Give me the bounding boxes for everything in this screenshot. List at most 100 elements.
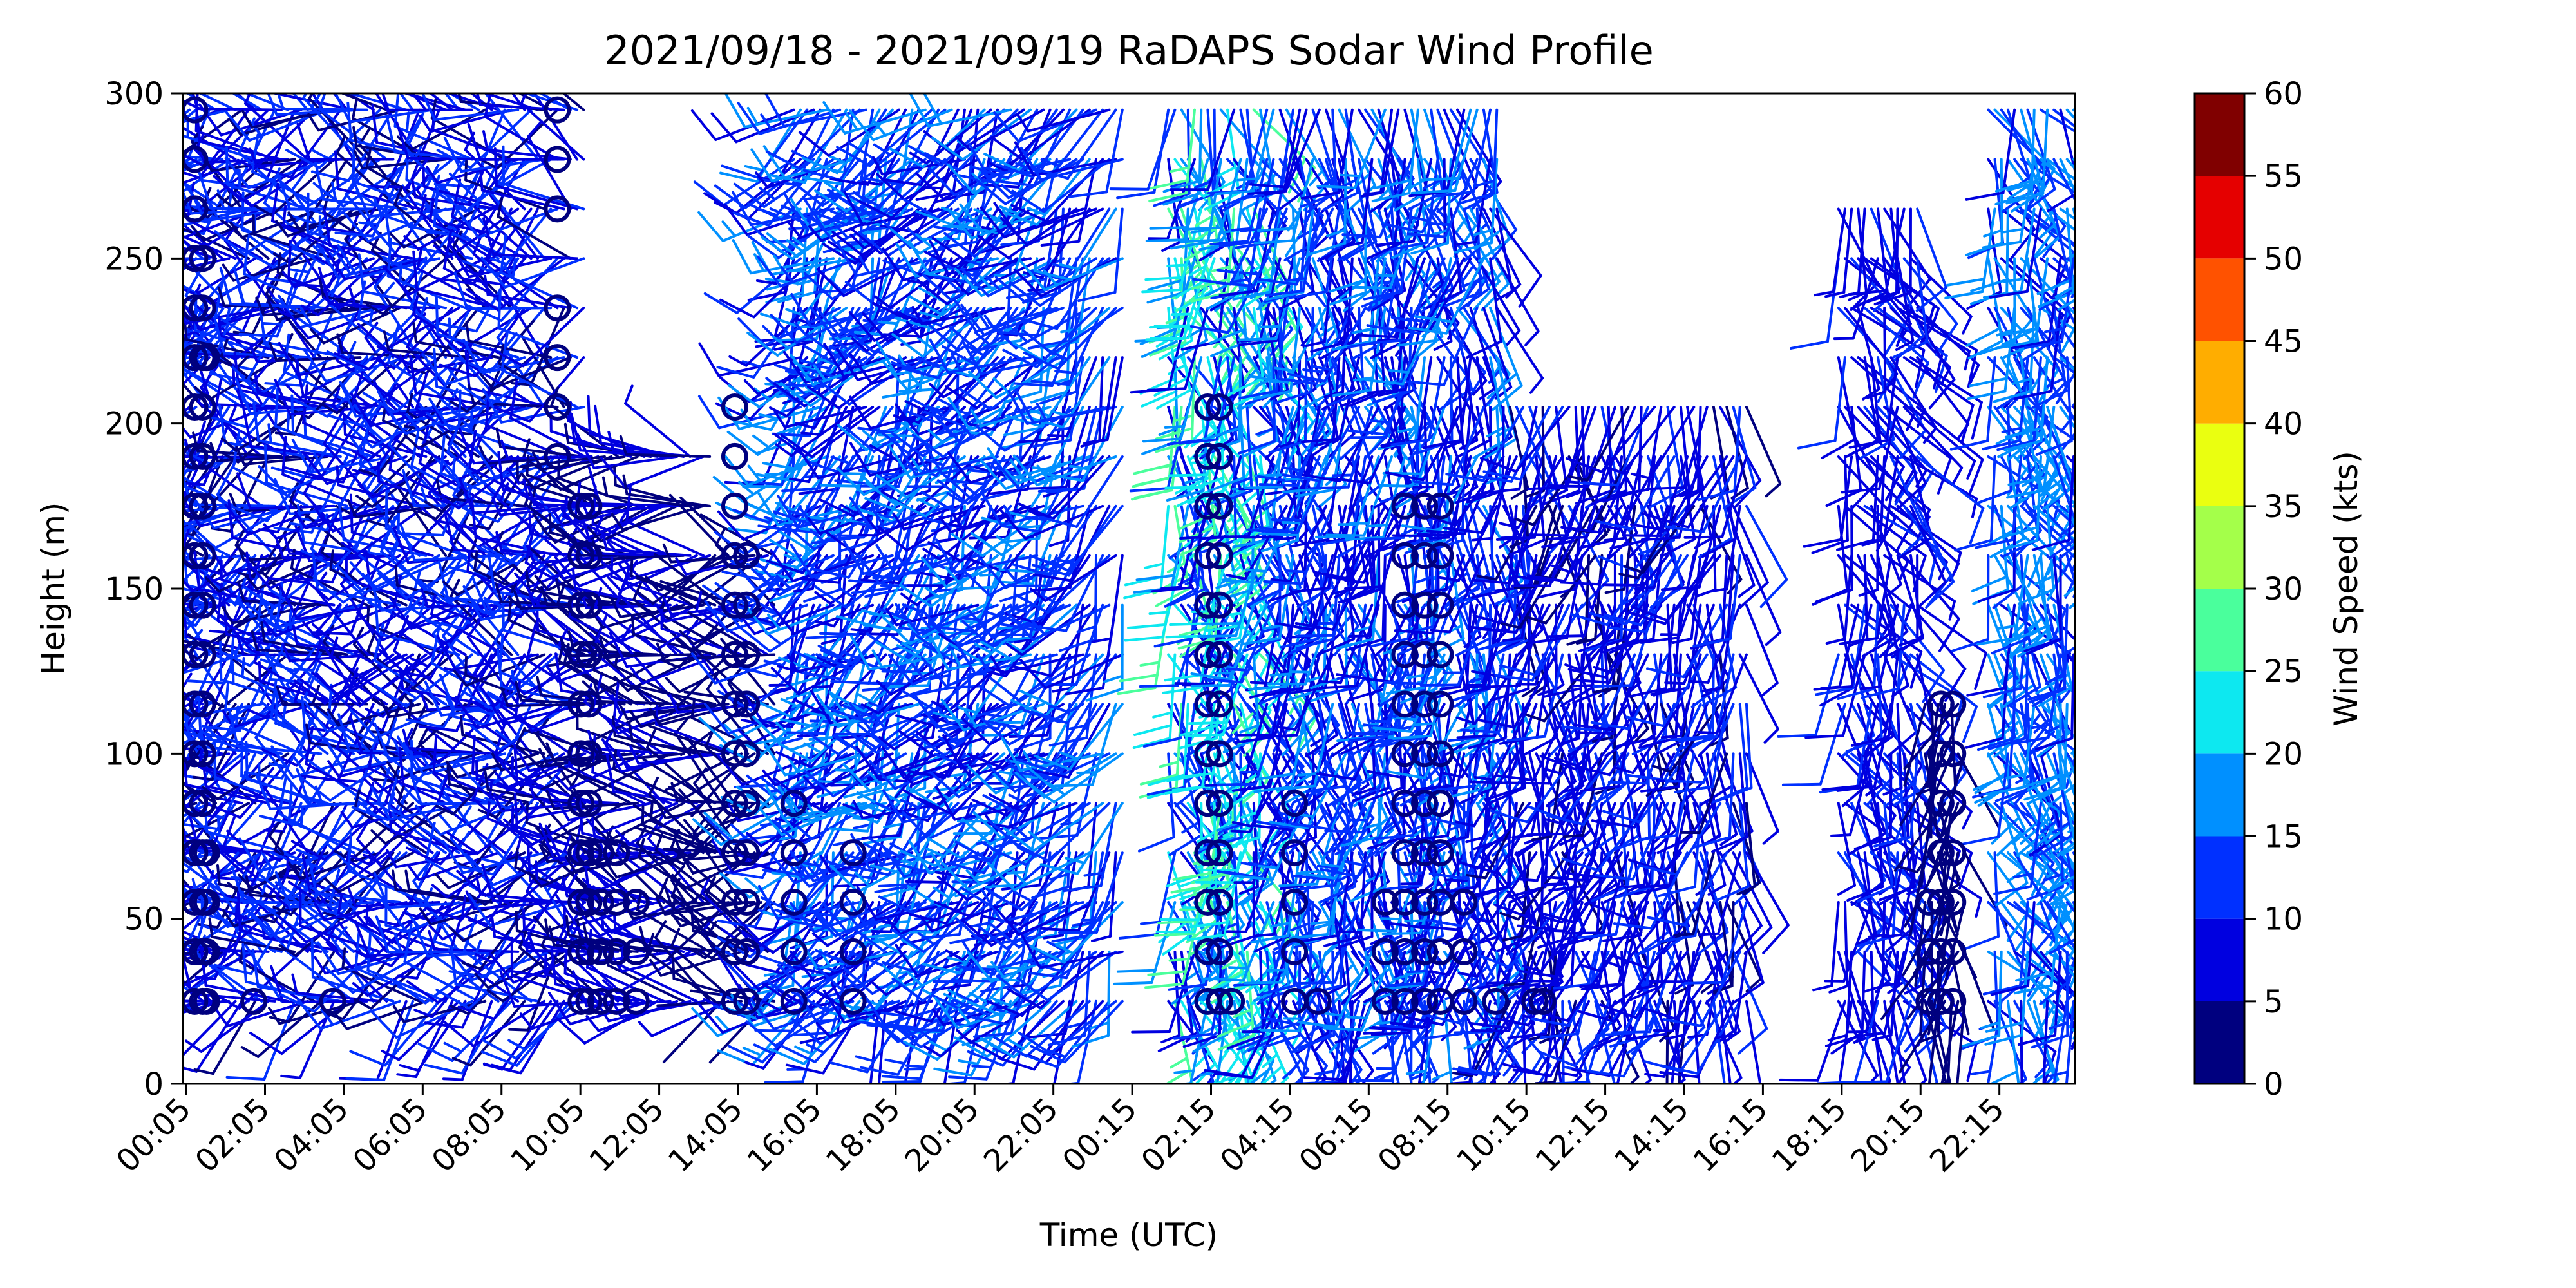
barb-shaft — [303, 492, 362, 557]
barb-flag — [224, 503, 251, 536]
barb-half-flag — [232, 629, 248, 645]
wind-barb — [183, 703, 257, 745]
barb-shaft — [256, 648, 342, 656]
wind-barb — [192, 421, 263, 507]
barb-half-flag — [535, 860, 538, 882]
barb-shaft — [183, 802, 251, 840]
barb-shaft — [183, 653, 204, 674]
barb-half-flag — [216, 864, 221, 886]
wind-barb — [274, 685, 355, 755]
barb-flag — [183, 171, 201, 180]
barb-half-flag — [216, 815, 221, 837]
barb-half-flag — [394, 565, 399, 587]
wind-barb — [251, 901, 355, 942]
wind-barb — [183, 158, 218, 170]
barb-shaft — [216, 455, 303, 462]
barb-half-flag — [234, 705, 240, 727]
barb-half-flag — [536, 610, 539, 632]
barb-half-flag — [222, 263, 235, 282]
barb-half-flag — [202, 766, 207, 788]
barb-flag — [239, 247, 275, 269]
barb-flag — [238, 837, 260, 873]
barb-shaft — [265, 504, 316, 576]
barb-shaft — [223, 239, 276, 310]
barb-half-flag — [249, 343, 258, 363]
wind-barb — [184, 999, 270, 1053]
barb-half-flag — [247, 708, 267, 719]
barb-shaft — [185, 635, 270, 656]
barb-flag — [243, 770, 283, 780]
barb-flag — [251, 913, 281, 942]
wind-barb — [261, 802, 342, 862]
barb-flag — [183, 956, 193, 996]
barb-half-flag — [237, 582, 245, 603]
barb-half-flag — [218, 316, 222, 337]
barb-shaft — [183, 99, 204, 111]
barb-shaft — [244, 102, 309, 161]
wind-barb — [247, 653, 323, 719]
barb-flag — [457, 389, 462, 430]
barb-flag — [231, 866, 245, 904]
barb-flag — [183, 426, 192, 439]
barb-flag — [258, 594, 281, 629]
barb-half-flag — [205, 726, 222, 741]
barb-shaft — [192, 456, 263, 507]
barb-flag — [501, 591, 505, 632]
barb-flag — [245, 568, 261, 606]
wind-barb — [183, 999, 224, 1014]
barb-shaft — [314, 587, 368, 656]
barb-shaft — [605, 653, 692, 658]
barb-flag — [314, 603, 341, 635]
barb-half-flag — [479, 170, 484, 192]
barb-shaft — [183, 999, 224, 1014]
barb-half-flag — [299, 806, 304, 828]
barb-flag — [235, 565, 252, 603]
barb-half-flag — [515, 911, 518, 933]
barb-flag — [224, 110, 251, 142]
wind-barb — [254, 373, 342, 409]
barb-shaft — [209, 403, 296, 409]
plot-area — [183, 93, 2075, 1084]
barb-flag — [200, 947, 207, 987]
wind-barb — [192, 257, 296, 297]
barb-flag — [214, 230, 246, 256]
barb-half-flag — [262, 620, 278, 638]
barb-half-flag — [528, 513, 532, 535]
barb-half-flag — [245, 875, 252, 896]
chart-title: 2021/09/18 - 2021/09/19 RaDAPS Sodar Win… — [604, 27, 1654, 74]
barb-half-flag — [388, 811, 393, 833]
barb-flag — [185, 679, 226, 685]
barb-shaft — [242, 600, 329, 607]
barb-half-flag — [236, 636, 245, 657]
barb-half-flag — [280, 1074, 302, 1079]
barb-flag — [231, 365, 260, 395]
barb-shaft — [183, 746, 224, 755]
barb-shaft — [202, 406, 237, 486]
barb-shaft — [211, 703, 251, 781]
barb-flag — [270, 679, 278, 720]
barb-shaft — [183, 227, 251, 260]
barb-flag — [435, 295, 439, 336]
barb-shaft — [207, 108, 270, 170]
wind-barb — [274, 388, 355, 458]
wind-barb — [288, 782, 368, 855]
barb-shaft — [278, 901, 355, 942]
barb-flag — [213, 316, 225, 355]
barb-flag — [229, 633, 235, 674]
barb-shaft — [183, 257, 211, 261]
barb-half-flag — [254, 373, 260, 395]
barb-half-flag — [248, 120, 263, 137]
barb-half-flag — [183, 614, 189, 619]
barb-half-flag — [193, 1068, 214, 1075]
barb-half-flag — [249, 147, 259, 168]
barb-half-flag — [754, 927, 776, 931]
barb-half-flag — [269, 341, 278, 363]
barb-half-flag — [183, 984, 191, 993]
barb-half-flag — [268, 1007, 281, 1025]
wind-barb — [252, 402, 342, 458]
barb-shaft — [280, 999, 349, 1055]
barb-half-flag — [294, 682, 303, 703]
barb-half-flag — [268, 819, 281, 838]
barb-shaft — [186, 851, 263, 893]
wind-barb — [192, 703, 251, 781]
